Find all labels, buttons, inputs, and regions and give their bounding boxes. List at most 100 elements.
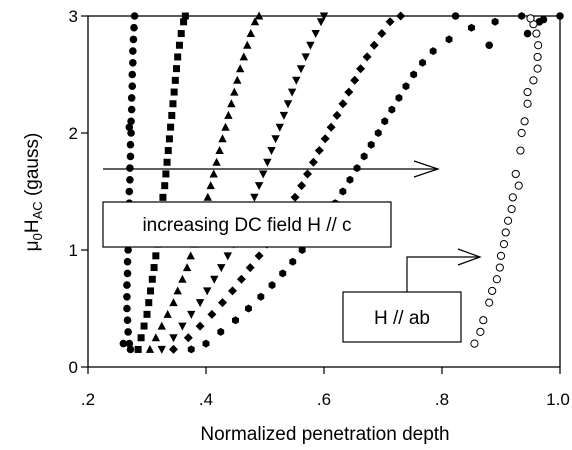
data-point-open-circle [516,146,525,155]
data-point-open-circle [534,41,543,50]
data-point-circle [125,123,134,131]
data-point-circle [126,345,135,354]
data-point-triangle-down [287,88,297,97]
data-point-triangle-down [292,76,301,85]
data-point-triangle-down [271,135,280,144]
y-axis-label: μ0HAC (gauss) [22,133,45,252]
data-point-triangle-up [145,344,155,353]
data-point-square [143,310,151,318]
x-tick-label: .2 [81,390,95,409]
data-point-square [159,193,167,201]
data-point-circle [128,82,137,90]
data-point-hexagon [374,129,382,137]
data-point-open-circle [514,181,523,190]
data-point-triangle-down [210,275,219,284]
data-point-triangle-down [319,12,329,21]
data-point-diamond [195,321,205,331]
y-label-mu: μ [22,240,43,251]
data-point-diamond [369,40,379,50]
data-point-triangle-up [233,75,242,84]
data-point-open-circle [523,99,532,108]
x-tick-label: .4 [199,390,213,409]
x-tick-label: .6 [317,390,331,409]
data-point-square [145,299,153,307]
data-point-diamond [228,286,237,296]
data-point-square [173,65,180,73]
data-point-triangle-up [186,251,195,260]
x-tick-label: .8 [435,390,449,409]
data-point-circle [123,304,131,313]
ab-arrow-line [406,256,480,292]
y-tick-label: 1 [69,241,78,260]
x-tick-label: 1.0 [546,390,570,409]
dc-field-box [102,201,392,248]
data-points [119,11,564,354]
data-point-hexagon [367,140,375,149]
data-point-circle [125,339,134,348]
data-point-diamond [308,157,318,167]
data-point-square [177,30,185,38]
data-point-circle [123,316,132,325]
data-point-circle [129,35,138,44]
data-point-hexagon [232,316,239,325]
data-point-circle [127,94,136,102]
data-point-circle [123,269,132,278]
y-tick-label: 3 [69,7,78,26]
data-point-hexagon [429,47,437,56]
data-point-triangle-down [217,264,226,273]
data-point-hexagon [202,339,210,348]
data-point-diamond [377,29,387,38]
data-point-open-circle [499,240,509,249]
data-point-circle [523,29,532,38]
data-point-open-circle [492,275,501,284]
x-axis-label: Normalized penetration depth [200,424,449,445]
data-point-square [152,252,160,260]
ab-arrow [406,248,482,292]
data-point-diamond [245,263,255,273]
data-point-triangle-up [230,87,239,96]
data-point-diamond [169,344,178,354]
data-point-hexagon [419,58,426,67]
data-point-circle [539,15,548,24]
data-point-square [140,322,148,330]
data-point-triangle-down [250,193,259,202]
data-point-diamond [236,274,246,284]
data-point-open-circle [470,339,479,348]
data-point-circle [127,117,135,126]
plot-frame [87,15,561,368]
data-point-diamond [183,333,193,343]
data-point-circle [126,176,134,184]
data-point-circle [123,281,131,289]
data-point-circle [124,328,132,336]
data-point-diamond [344,87,354,97]
data-point-circle [128,70,137,79]
data-point-square [175,41,183,49]
data-point-triangle-up [215,146,224,154]
data-point-triangle-down [203,287,212,296]
data-point-circle [123,257,132,266]
data-point-circle [129,59,137,67]
data-point-triangle-up [246,29,255,37]
data-point-triangle-up [151,333,160,342]
data-point-hexagon [360,152,368,161]
data-point-hexagon [187,345,195,354]
data-point-hexagon [468,23,475,32]
data-point-diamond [326,122,336,132]
data-point-triangle-up [243,40,252,49]
data-point-circle [556,12,564,20]
y-tick-label: 2 [69,124,78,143]
data-point-hexagon [289,257,297,266]
data-point-hexagon [257,292,265,301]
data-point-triangle-up [209,169,218,178]
data-point-triangle-down [187,310,196,319]
data-point-triangle-up [212,157,221,166]
y-label-unit: (gauss) [22,133,43,202]
data-point-triangle-up [173,286,182,295]
data-point-triangle-down [301,53,310,62]
data-point-hexagon [279,269,287,278]
data-point-triangle-up [254,11,264,20]
data-point-triangle-down [178,322,187,331]
data-point-diamond [385,17,395,27]
data-point-hexagon [245,304,252,313]
data-point-triangle-down [263,158,272,167]
